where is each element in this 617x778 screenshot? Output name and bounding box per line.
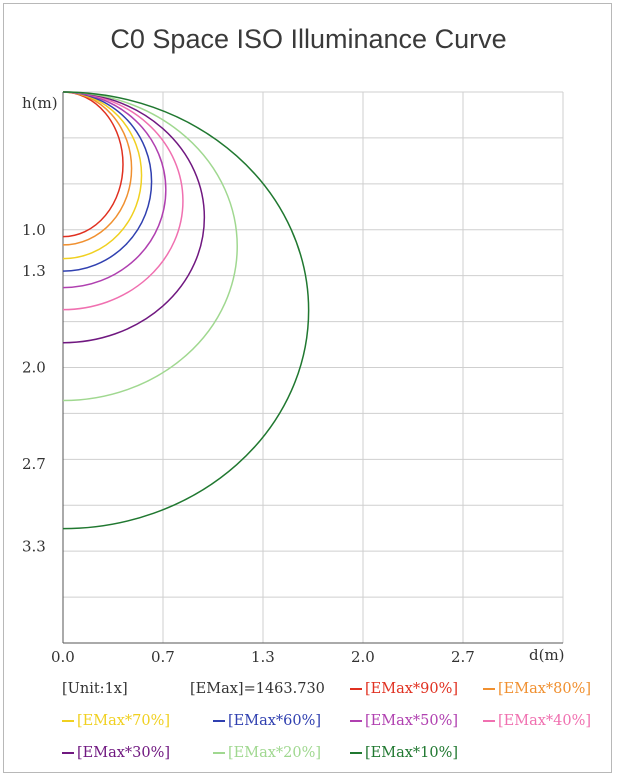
x-tick-label: 0.7 bbox=[151, 648, 175, 666]
iso-curve bbox=[62, 91, 205, 344]
y-axis-label: h(m) bbox=[22, 94, 58, 112]
iso-curve bbox=[62, 91, 124, 238]
y-tick-label: 3.3 bbox=[22, 538, 46, 556]
x-tick-label: 2.0 bbox=[351, 648, 375, 666]
y-tick-labels: 1.0 1.3 2.0 2.7 3.3 bbox=[22, 221, 46, 556]
iso-curve bbox=[62, 91, 239, 402]
iso-curves bbox=[62, 91, 309, 530]
iso-curve bbox=[62, 91, 143, 260]
iso-curve bbox=[62, 91, 153, 272]
iso-curve bbox=[62, 91, 133, 246]
iso-curve bbox=[62, 91, 167, 289]
y-tick-label: 2.0 bbox=[22, 359, 46, 377]
x-axis-label: d(m) bbox=[529, 646, 565, 664]
iso-curve bbox=[62, 91, 309, 530]
y-tick-label: 1.3 bbox=[22, 262, 46, 280]
x-tick-labels: 0.0 0.7 1.3 2.0 2.7 bbox=[51, 648, 475, 666]
x-tick-label: 0.0 bbox=[51, 648, 75, 666]
x-tick-label: 2.7 bbox=[451, 648, 475, 666]
y-tick-label: 2.7 bbox=[22, 455, 46, 473]
y-tick-label: 1.0 bbox=[22, 221, 46, 239]
grid bbox=[62, 91, 564, 644]
chart-title: C0 Space ISO Illuminance Curve bbox=[110, 24, 507, 54]
chart-frame bbox=[3, 3, 612, 773]
iso-curve bbox=[62, 91, 184, 311]
x-tick-label: 1.3 bbox=[251, 648, 275, 666]
